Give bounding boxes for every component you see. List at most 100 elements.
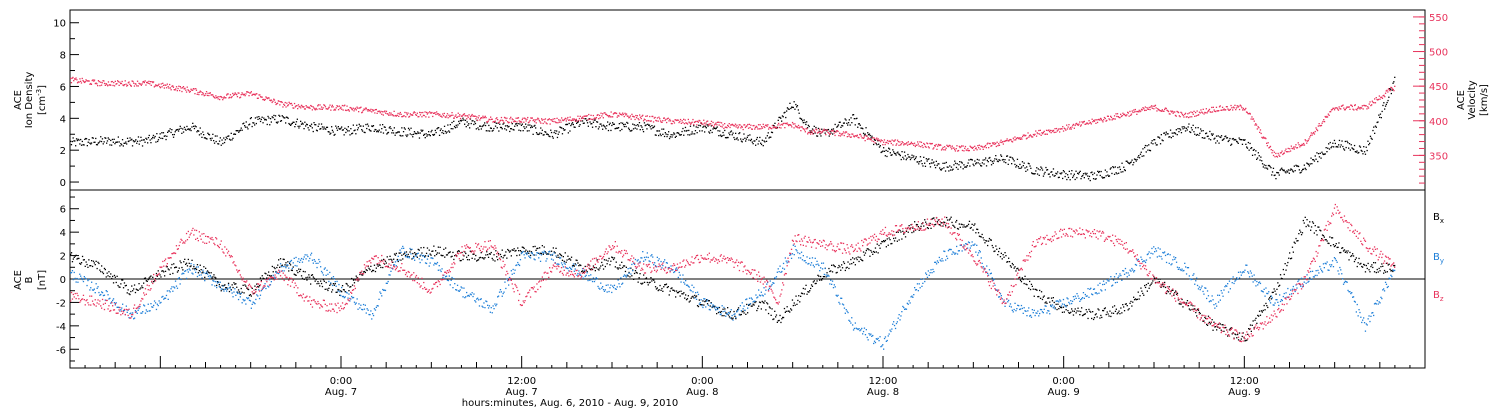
ion-density-point bbox=[350, 128, 352, 130]
velocity-point bbox=[588, 118, 591, 120]
velocity-point bbox=[81, 77, 83, 80]
ion-density-point bbox=[758, 140, 760, 142]
bx-point bbox=[1300, 234, 1303, 236]
velocity-point bbox=[749, 126, 751, 129]
bx-point bbox=[379, 264, 381, 266]
ion-density-point bbox=[453, 120, 455, 122]
bx-point bbox=[123, 282, 126, 284]
bx-point bbox=[800, 292, 803, 294]
ion-density-point bbox=[265, 119, 267, 121]
bx-point bbox=[262, 277, 264, 279]
ion-density-point bbox=[774, 122, 776, 124]
velocity-point bbox=[126, 84, 129, 86]
velocity-point bbox=[720, 125, 722, 127]
ion-density-point bbox=[302, 123, 304, 125]
ion-density-point bbox=[299, 125, 301, 127]
bx-point bbox=[1142, 292, 1144, 295]
velocity-point bbox=[343, 105, 345, 107]
velocity-point bbox=[297, 104, 300, 106]
velocity-point bbox=[804, 131, 806, 133]
ion-density-point bbox=[1172, 135, 1174, 137]
velocity-point bbox=[837, 130, 839, 133]
velocity-point bbox=[808, 132, 810, 134]
velocity-point bbox=[632, 115, 634, 117]
bx-point bbox=[580, 264, 582, 267]
ion-density-point bbox=[97, 142, 99, 144]
ion-density-point bbox=[600, 123, 602, 125]
ion-density-point bbox=[568, 122, 570, 125]
velocity-point bbox=[330, 109, 332, 111]
ion-density-point bbox=[336, 129, 339, 131]
bx-point bbox=[786, 306, 788, 308]
ion-density-point bbox=[888, 147, 890, 149]
velocity-point bbox=[418, 116, 420, 118]
velocity-point bbox=[1187, 113, 1189, 115]
ion-density-point bbox=[605, 128, 607, 130]
bx-point bbox=[860, 258, 862, 260]
bx-point bbox=[1178, 303, 1180, 305]
velocity-point bbox=[1133, 111, 1136, 113]
velocity-point bbox=[308, 106, 310, 108]
bx-point bbox=[1157, 278, 1159, 280]
bx-point bbox=[554, 252, 556, 254]
by-point bbox=[70, 272, 72, 274]
ion-density-point bbox=[560, 126, 562, 129]
ion-density-point bbox=[709, 132, 711, 134]
bx-point bbox=[315, 278, 317, 281]
bx-point bbox=[136, 289, 138, 291]
ion-density-point bbox=[354, 129, 356, 131]
ion-density-point bbox=[528, 130, 530, 132]
velocity-point bbox=[115, 83, 117, 85]
bx-point bbox=[907, 231, 909, 233]
velocity-point bbox=[242, 93, 244, 95]
velocity-point bbox=[196, 93, 198, 95]
velocity-point bbox=[853, 136, 855, 138]
velocity-point bbox=[583, 115, 585, 117]
velocity-point bbox=[1066, 124, 1068, 126]
velocity-point bbox=[93, 79, 96, 81]
ion-density-point bbox=[1191, 129, 1193, 131]
bx-point bbox=[1285, 269, 1287, 271]
velocity-point bbox=[713, 126, 715, 128]
bx-point bbox=[105, 276, 107, 278]
ion-density-point bbox=[1358, 151, 1360, 154]
ion-density-point bbox=[224, 139, 226, 141]
bx-point bbox=[288, 270, 290, 272]
ion-density-point bbox=[309, 125, 311, 127]
velocity-point bbox=[829, 133, 831, 135]
ion-density-point bbox=[846, 122, 848, 124]
ion-density-point bbox=[1273, 174, 1275, 177]
ion-density-point bbox=[908, 156, 910, 158]
velocity-point bbox=[605, 113, 608, 116]
velocity-point bbox=[300, 104, 303, 106]
velocity-point bbox=[1035, 135, 1038, 137]
ion-density-point bbox=[604, 126, 606, 128]
bx-point bbox=[1363, 264, 1366, 266]
bx-point bbox=[171, 263, 173, 266]
velocity-point bbox=[726, 127, 728, 129]
bx-point bbox=[156, 275, 158, 277]
bx-point bbox=[245, 285, 247, 287]
by-point bbox=[113, 302, 116, 304]
velocity-point bbox=[129, 83, 131, 85]
ion-density-point bbox=[158, 136, 160, 139]
velocity-point bbox=[649, 115, 651, 118]
velocity-point bbox=[1297, 142, 1299, 144]
velocity-point bbox=[259, 96, 262, 98]
bx-point bbox=[439, 246, 441, 248]
velocity-point bbox=[992, 143, 994, 145]
bx-point bbox=[810, 287, 812, 290]
velocity-point bbox=[581, 116, 584, 118]
ion-density-point bbox=[575, 119, 577, 122]
bx-point bbox=[70, 252, 73, 254]
bx-point bbox=[1366, 267, 1368, 270]
ion-density-point bbox=[1140, 151, 1142, 153]
bx-point bbox=[264, 272, 266, 274]
ion-density-point bbox=[1287, 171, 1289, 173]
velocity-point bbox=[492, 121, 494, 123]
bx-point bbox=[1267, 306, 1269, 309]
velocity-point bbox=[1301, 143, 1303, 145]
velocity-point bbox=[906, 144, 909, 146]
velocity-point bbox=[1265, 137, 1267, 140]
ion-density-point bbox=[1309, 163, 1311, 165]
